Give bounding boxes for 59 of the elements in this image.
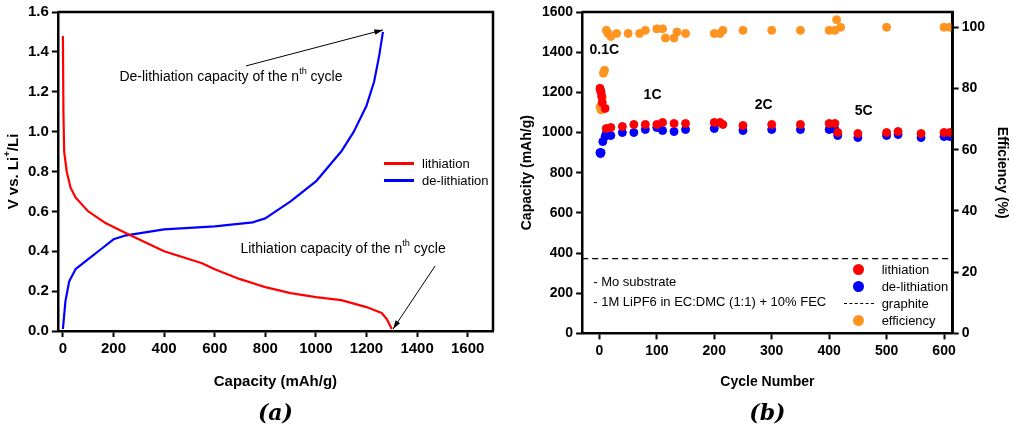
- y-tick-label: 0.0: [27, 321, 49, 339]
- y-tick-label: 1.0: [27, 121, 49, 139]
- x-tick-label: 800: [252, 339, 278, 357]
- y-tick-label: 1400: [541, 43, 574, 60]
- y-tick-label: 1000: [541, 123, 574, 140]
- annotation: 1C: [643, 86, 662, 103]
- y-tick-label: 800: [549, 163, 574, 180]
- x-tick-label: 200: [100, 339, 127, 357]
- x-tick-label: 200: [702, 341, 727, 358]
- x-tick-label: 600: [932, 341, 956, 358]
- x-tick-label: 1000: [299, 339, 333, 357]
- y-tick-label: 1200: [541, 83, 574, 100]
- legend-label: lithiation: [422, 154, 470, 172]
- annotation: 2C: [754, 96, 773, 113]
- y2-tick-label: 60: [961, 140, 978, 157]
- x-tick-label: 400: [151, 339, 177, 357]
- annotation: - Mo substrate: [593, 273, 677, 289]
- legend-label: lithiation: [881, 261, 930, 279]
- y-tick-label: 0.4: [27, 241, 50, 259]
- y-axis-title: Capacity (mAh/g): [518, 115, 535, 231]
- y-tick-label: 600: [549, 203, 574, 220]
- legend-label: de-lithiation: [422, 171, 489, 189]
- x-axis-title: Capacity (mAh/g): [213, 372, 338, 390]
- y2-axis-title: Efficiency (%): [994, 126, 1011, 219]
- x-tick-label: 400: [817, 341, 842, 358]
- x-tick-label: 1200: [349, 339, 384, 357]
- x-axis-title: Cycle Number: [720, 373, 816, 390]
- x-tick-label: 0: [58, 339, 68, 357]
- legend-label: de-lithiation: [881, 278, 949, 296]
- annotation: 5C: [854, 102, 873, 119]
- y-tick-label: 400: [549, 243, 574, 260]
- y2-tick-label: 20: [961, 263, 978, 280]
- x-tick-label: 600: [202, 339, 228, 357]
- y2-tick-label: 0: [961, 324, 970, 341]
- y-tick-label: 1600: [541, 2, 574, 19]
- y2-tick-label: 80: [961, 79, 978, 96]
- y-tick-label: 0.8: [27, 161, 49, 179]
- annotation: - 1M LiPF6 in EC:DMC (1:1) + 10% FEC: [593, 294, 827, 310]
- x-tick-label: 0: [595, 341, 604, 358]
- y-tick-label: 0.2: [27, 281, 49, 299]
- y-tick-label: 1.4: [27, 42, 50, 60]
- legend-label: efficiency: [881, 312, 936, 330]
- x-tick-label: 300: [760, 341, 784, 358]
- x-tick-label: 1400: [400, 339, 434, 357]
- y2-tick-label: 40: [961, 201, 978, 218]
- text: (b): [748, 399, 787, 425]
- y-tick-label: 0.6: [27, 201, 49, 219]
- y-tick-label: 200: [549, 284, 574, 301]
- x-tick-label: 1600: [451, 339, 485, 357]
- y2-tick-label: 100: [961, 18, 986, 35]
- y-tick-label: 1.2: [27, 81, 49, 99]
- y-tick-label: 1.6: [27, 2, 49, 20]
- annotation: 0.1C: [589, 41, 620, 58]
- legend-label: graphite: [881, 295, 929, 313]
- y-axis-title: V vs. Li+/Li: [1, 133, 21, 210]
- text: (a): [256, 399, 294, 425]
- x-tick-label: 500: [874, 341, 899, 358]
- y-tick-label: 0: [565, 324, 574, 341]
- x-tick-label: 100: [645, 341, 669, 358]
